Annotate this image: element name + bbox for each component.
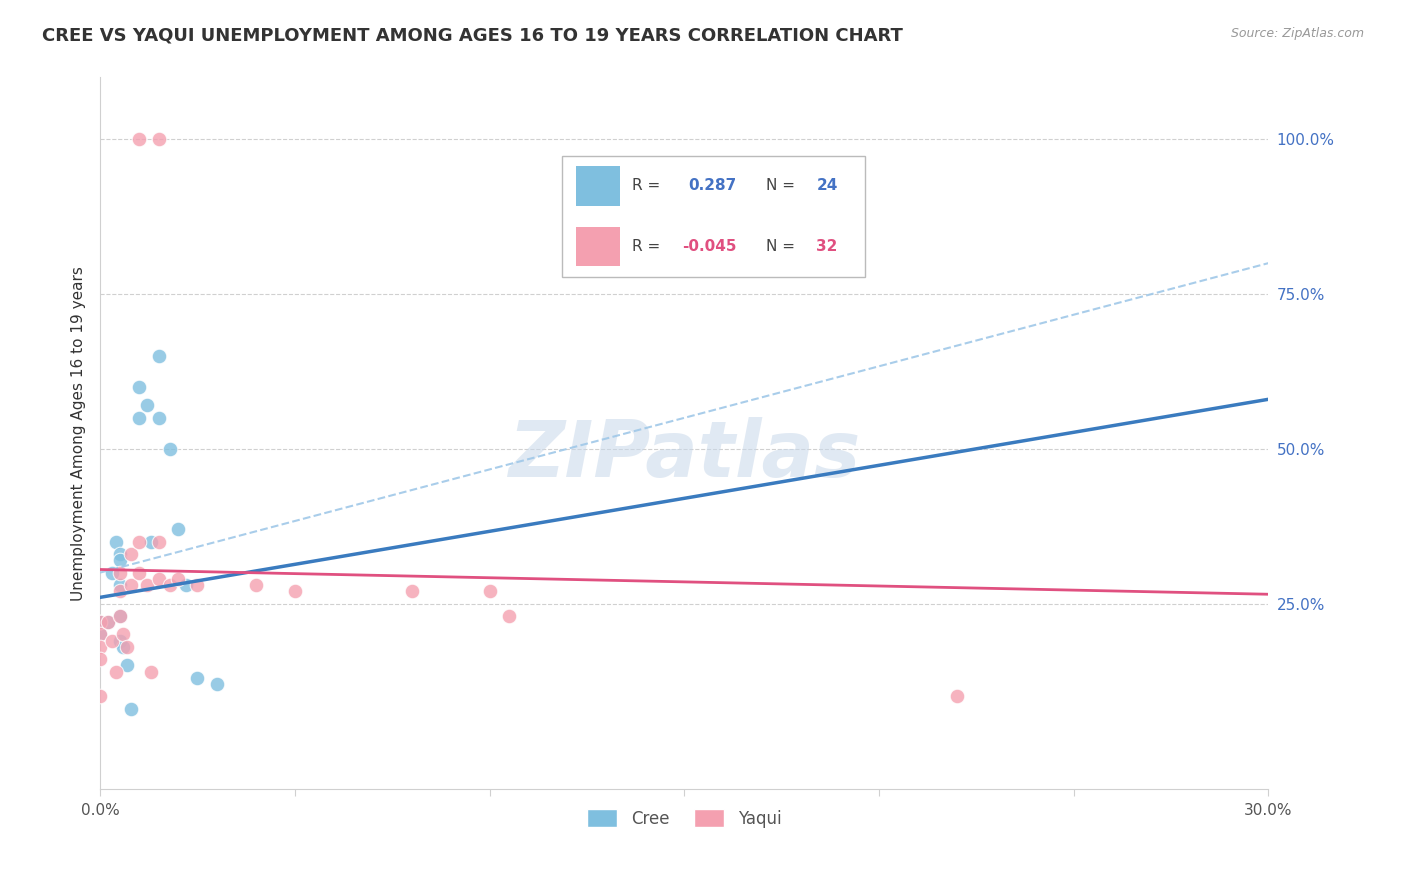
Point (108, 584, 131, 599)
Point (112, 627, 135, 641)
Point (148, 534, 170, 549)
Point (117, 640, 139, 654)
Point (120, 547, 142, 561)
Point (478, 584, 501, 599)
Point (97, 615, 120, 629)
Point (104, 665, 127, 679)
Text: Source: ZipAtlas.com: Source: ZipAtlas.com (1230, 27, 1364, 40)
Point (128, 566, 150, 580)
FancyBboxPatch shape (561, 156, 865, 277)
Point (159, 442, 181, 456)
Point (89, 615, 111, 629)
FancyBboxPatch shape (575, 227, 620, 266)
Point (97, 615, 120, 629)
Point (128, 410, 150, 425)
Point (128, 534, 150, 549)
Point (120, 578, 142, 592)
Point (148, 410, 170, 425)
Point (167, 572, 190, 586)
Text: R =: R = (631, 239, 665, 254)
Point (946, 690, 969, 704)
Point (139, 534, 162, 549)
Point (89, 627, 111, 641)
Point (89, 615, 111, 629)
Point (135, 578, 157, 592)
Text: CREE VS YAQUI UNEMPLOYMENT AMONG AGES 16 TO 19 YEARS CORRELATION CHART: CREE VS YAQUI UNEMPLOYMENT AMONG AGES 16… (42, 27, 903, 45)
Point (108, 553, 131, 567)
Point (186, 578, 208, 592)
Text: 24: 24 (817, 178, 838, 194)
Point (108, 566, 131, 580)
Point (101, 566, 124, 580)
Text: 32: 32 (817, 239, 838, 254)
Point (89, 627, 111, 641)
Point (135, 399, 157, 413)
Point (245, 578, 267, 592)
Point (108, 633, 131, 648)
Point (117, 658, 139, 673)
Y-axis label: Unemployment Among Ages 16 to 19 years: Unemployment Among Ages 16 to 19 years (72, 266, 86, 601)
Point (186, 671, 208, 685)
Point (148, 572, 170, 586)
Point (205, 677, 228, 691)
FancyBboxPatch shape (575, 167, 620, 205)
Point (89, 640, 111, 654)
Point (104, 534, 127, 549)
Point (401, 584, 423, 599)
Legend: Cree, Yaqui: Cree, Yaqui (581, 803, 787, 834)
Point (128, 380, 150, 394)
Text: ZIPatlas: ZIPatlas (508, 417, 860, 492)
Text: -0.045: -0.045 (682, 239, 737, 254)
Point (89, 652, 111, 666)
Point (167, 522, 190, 536)
Point (89, 690, 111, 704)
Point (498, 608, 520, 623)
Point (174, 578, 197, 592)
Point (139, 665, 162, 679)
Point (108, 608, 131, 623)
Text: N =: N = (766, 239, 800, 254)
Point (148, 132, 170, 146)
Point (112, 640, 135, 654)
Point (128, 132, 150, 146)
Point (120, 702, 142, 716)
Point (108, 608, 131, 623)
Point (284, 584, 307, 599)
Point (108, 578, 131, 592)
Point (108, 547, 131, 561)
Point (159, 578, 181, 592)
Text: 0.287: 0.287 (688, 178, 735, 194)
Point (101, 633, 124, 648)
Text: N =: N = (766, 178, 800, 194)
Point (148, 349, 170, 363)
Text: R =: R = (631, 178, 665, 194)
